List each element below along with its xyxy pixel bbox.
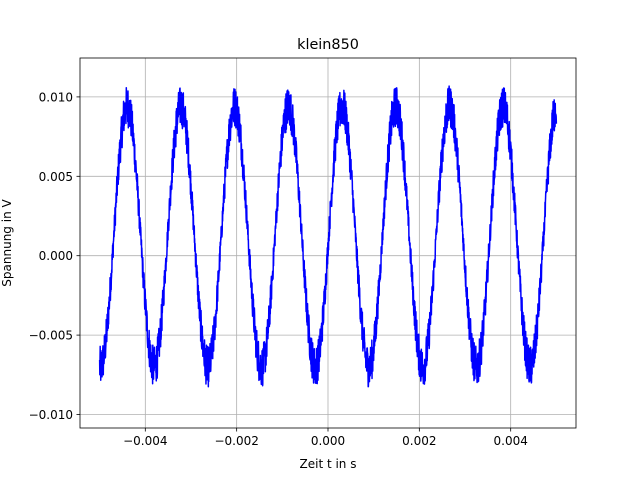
x-axis: −0.004 −0.002 0.000 0.002 0.004 [123, 428, 528, 448]
x-axis-label: Zeit t in s [300, 457, 357, 471]
y-tick-label: −0.005 [29, 329, 73, 343]
x-tick-label: −0.004 [123, 434, 167, 448]
y-tick-label: 0.005 [39, 170, 73, 184]
y-tick-label: −0.010 [29, 408, 73, 422]
x-tick-label: 0.004 [494, 434, 528, 448]
y-tick-label: 0.000 [39, 249, 73, 263]
x-tick-label: 0.002 [402, 434, 436, 448]
x-tick-label: −0.002 [214, 434, 258, 448]
series-layer [98, 85, 558, 388]
y-axis-label: Spannung in V [0, 199, 14, 287]
y-tick-label: 0.010 [39, 90, 73, 104]
y-axis: −0.010 −0.005 0.000 0.005 0.010 [29, 90, 80, 422]
x-tick-label: 0.000 [311, 434, 345, 448]
chart-title: klein850 [297, 37, 359, 53]
signal-line [98, 85, 558, 388]
